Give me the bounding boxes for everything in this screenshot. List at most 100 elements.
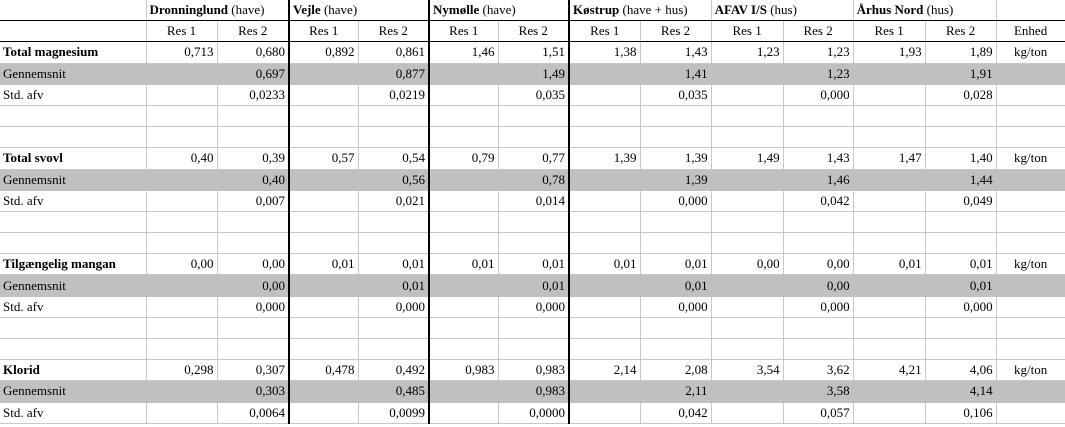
measurement-row: Tilgængelig mangan 0,00 0,00 0,01 0,01 0,01 0,…: [0, 253, 1065, 276]
std-cell: 0,000: [640, 190, 712, 212]
empty-cell: [640, 317, 712, 340]
std-cell: 0,000: [783, 84, 854, 106]
empty-cell: [569, 105, 641, 128]
empty-cell: [925, 338, 997, 361]
res2-header: Res 2: [783, 20, 854, 43]
empty-cell: [853, 211, 926, 234]
value-cell: 0,00: [146, 253, 218, 276]
empty-cell: [146, 169, 218, 191]
average-cell: 0,01: [498, 274, 571, 297]
empty-cell: [640, 105, 712, 128]
value-cell: 0,983: [498, 359, 571, 382]
empty-cell: [217, 338, 291, 361]
empty-cell: [711, 380, 784, 403]
value-cell: 1,39: [569, 147, 641, 170]
empty-cell: [0, 232, 147, 255]
res2-header: Res 2: [498, 20, 571, 43]
res2-header: Res 2: [925, 20, 997, 43]
value-cell: 0,01: [853, 253, 926, 276]
empty-cell: [783, 338, 854, 361]
site-header: Nymølle (have): [429, 0, 571, 22]
empty-cell: [853, 190, 926, 212]
empty-cell: [429, 169, 499, 191]
empty-cell: [711, 63, 784, 85]
empty-cell: [711, 84, 784, 106]
empty-cell: [146, 126, 218, 149]
empty-cell: [853, 380, 926, 403]
value-cell: 0,54: [358, 147, 431, 170]
std-label: Std. afv: [0, 296, 147, 318]
empty-cell: [0, 317, 147, 340]
empty-cell: [996, 105, 1065, 128]
std-row: Std. afv 0,000 0,000 0,000 0,000 0,000 0,000: [0, 296, 1065, 318]
empty-cell: [569, 232, 641, 255]
empty-cell: [925, 211, 997, 234]
empty-cell: [289, 84, 359, 106]
value-cell: 1,43: [783, 147, 854, 170]
empty-cell: [996, 211, 1065, 234]
empty-cell: [925, 232, 997, 255]
unit-cell: kg/ton: [996, 359, 1065, 382]
value-cell: 0,57: [289, 147, 359, 170]
blank-row: [0, 126, 1065, 149]
empty-cell: [711, 169, 784, 191]
empty-cell: [569, 380, 641, 403]
res1-header: Res 1: [853, 20, 926, 43]
value-cell: 0,00: [711, 253, 784, 276]
empty-cell: [0, 338, 147, 361]
empty-cell: [640, 211, 712, 234]
std-cell: 0,007: [217, 190, 291, 212]
empty-cell: [0, 126, 147, 149]
empty-cell: [429, 317, 499, 340]
blank-row: [0, 232, 1065, 255]
average-cell: 1,91: [925, 63, 997, 85]
value-cell: 4,06: [925, 359, 997, 382]
empty-cell: [996, 232, 1065, 255]
empty-cell: [429, 274, 499, 297]
res1-header: Res 1: [711, 20, 784, 43]
average-cell: 0,01: [640, 274, 712, 297]
site-header: Dronninglund (have): [146, 0, 291, 22]
average-label: Gennemsnit: [0, 169, 147, 191]
empty-cell: [429, 338, 499, 361]
value-cell: 4,21: [853, 359, 926, 382]
value-cell: 0,01: [429, 253, 499, 276]
empty-cell: [429, 190, 499, 212]
average-cell: 3,58: [783, 380, 854, 403]
empty-cell: [429, 232, 499, 255]
average-label: Gennemsnit: [0, 380, 147, 403]
empty-cell: [853, 338, 926, 361]
empty-cell: [0, 105, 147, 128]
average-row: Gennemsnit 0,697 0,877 1,49 1,41 1,23 1,91: [0, 63, 1065, 85]
unit-cell: kg/ton: [996, 147, 1065, 170]
value-cell: 0,861: [358, 41, 431, 64]
empty-cell: [711, 296, 784, 318]
empty-cell: [358, 105, 431, 128]
table-body: Total magnesium 0,713 0,680 0,892 0,861 1,46 1…: [0, 41, 1065, 424]
empty-cell: [711, 105, 784, 128]
average-cell: 0,983: [498, 380, 571, 403]
value-cell: 1,49: [711, 147, 784, 170]
value-cell: 0,892: [289, 41, 359, 64]
empty-cell: [853, 402, 926, 424]
res1-header: Res 1: [146, 20, 218, 43]
average-cell: 1,46: [783, 169, 854, 191]
empty-cell: [146, 232, 218, 255]
empty-cell: [146, 338, 218, 361]
empty-cell: [146, 380, 218, 403]
empty-cell: [569, 317, 641, 340]
empty-cell: [289, 211, 359, 234]
empty-cell: [429, 380, 499, 403]
average-cell: 0,485: [358, 380, 431, 403]
empty-cell: [289, 380, 359, 403]
site-header-row: Dronninglund (have) Vejle (have) Nymølle…: [0, 0, 1065, 22]
std-cell: 0,0219: [358, 84, 431, 106]
measurement-row: Total magnesium 0,713 0,680 0,892 0,861 1,46 1…: [0, 41, 1065, 64]
std-cell: 0,057: [783, 402, 854, 424]
empty-cell: [711, 211, 784, 234]
empty-cell: [498, 211, 571, 234]
std-cell: 0,106: [925, 402, 997, 424]
average-cell: 1,23: [783, 63, 854, 85]
value-cell: 0,79: [429, 147, 499, 170]
value-cell: 0,39: [217, 147, 291, 170]
